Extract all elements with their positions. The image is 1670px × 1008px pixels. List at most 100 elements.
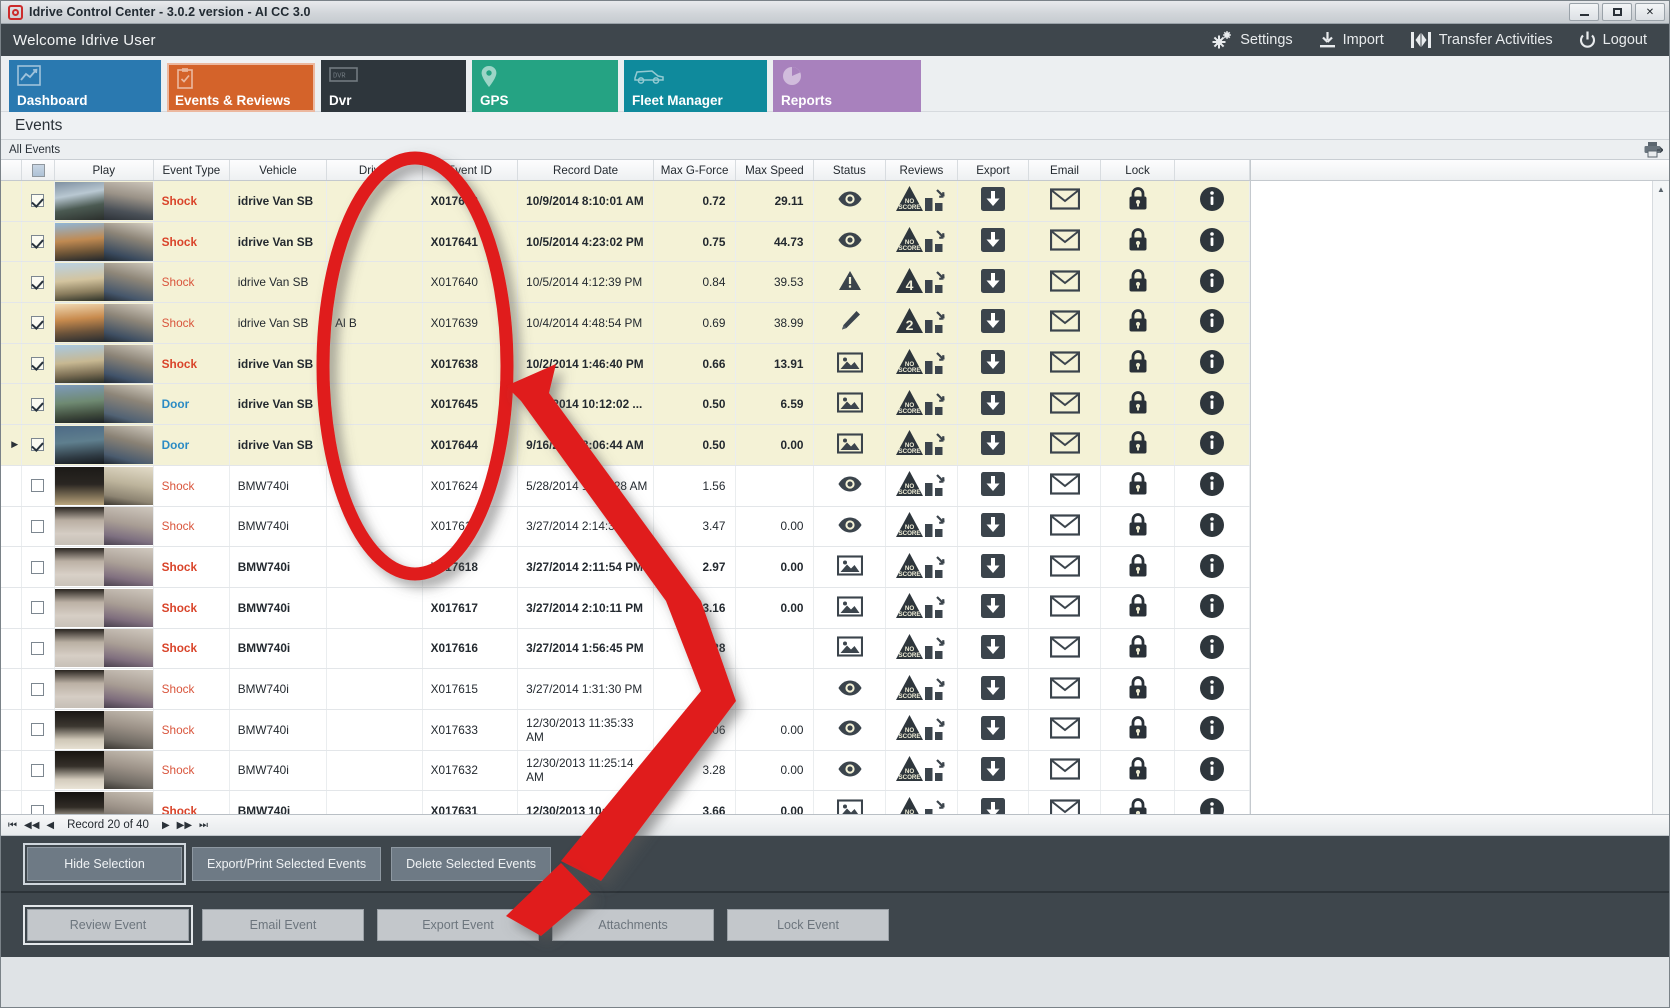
image-icon[interactable] xyxy=(836,352,863,376)
tile-fleet-manager[interactable]: Fleet Manager xyxy=(624,60,767,112)
info-cell[interactable] xyxy=(1175,465,1250,506)
nav-last-button[interactable]: ⏭ xyxy=(199,819,209,831)
row-checkbox[interactable] xyxy=(31,763,45,777)
column-header-max-gforce[interactable]: Max G-Force xyxy=(654,160,736,180)
nav-prev-button[interactable]: ◀ xyxy=(46,819,55,831)
export-cell[interactable] xyxy=(958,547,1030,587)
email-envelope-icon[interactable] xyxy=(1049,351,1080,376)
lock-cell[interactable] xyxy=(1101,669,1176,709)
scroll-up-icon[interactable]: ▲ xyxy=(1657,184,1665,194)
row-checkbox[interactable] xyxy=(31,397,45,411)
filter-all-events-label[interactable]: All Events xyxy=(9,143,61,156)
row-select-cell[interactable] xyxy=(22,181,55,221)
info-icon[interactable] xyxy=(1199,553,1225,582)
hide-selection-button[interactable]: Hide Selection xyxy=(23,842,186,885)
status-cell[interactable] xyxy=(814,221,887,262)
email-envelope-icon[interactable] xyxy=(1049,188,1080,213)
settings-button[interactable]: Settings xyxy=(1211,30,1293,50)
table-row[interactable]: Shock BMW740i X017619 3/27/2014 2:14:34 PM 3… xyxy=(1,506,1250,548)
info-cell[interactable] xyxy=(1175,506,1250,547)
status-cell[interactable] xyxy=(814,791,887,814)
table-row[interactable]: Shock BMW740i X017617 3/27/2014 2:10:11 PM 3… xyxy=(1,587,1250,629)
close-button[interactable]: ✕ xyxy=(1635,3,1665,21)
status-cell[interactable] xyxy=(814,181,887,221)
email-cell[interactable] xyxy=(1029,628,1102,669)
eye-icon[interactable] xyxy=(837,760,863,781)
status-cell[interactable] xyxy=(814,628,887,669)
export-download-icon[interactable] xyxy=(980,675,1006,704)
row-select-cell[interactable] xyxy=(22,384,55,425)
export-cell[interactable] xyxy=(958,791,1030,814)
lock-icon[interactable] xyxy=(1127,553,1149,582)
nav-next-button[interactable]: ▶ xyxy=(161,819,170,831)
email-cell[interactable] xyxy=(1029,384,1102,425)
image-icon[interactable] xyxy=(836,636,863,660)
email-event-button[interactable]: Email Event xyxy=(202,909,364,941)
email-envelope-icon[interactable] xyxy=(1049,758,1080,783)
thumbnail-pair[interactable] xyxy=(54,792,153,814)
export-cell[interactable] xyxy=(958,425,1030,465)
export-print-selected-button[interactable]: Export/Print Selected Events xyxy=(192,846,382,881)
play-cell[interactable] xyxy=(54,587,154,628)
lock-icon[interactable] xyxy=(1127,430,1149,459)
info-icon[interactable] xyxy=(1199,227,1225,256)
info-cell[interactable] xyxy=(1175,547,1250,587)
email-cell[interactable] xyxy=(1029,506,1102,547)
tile-dvr[interactable]: DVR Dvr xyxy=(321,60,466,112)
row-select-cell[interactable] xyxy=(22,343,55,384)
transfer-activities-button[interactable]: Transfer Activities xyxy=(1410,31,1553,49)
row-checkbox[interactable] xyxy=(31,275,45,289)
info-cell[interactable] xyxy=(1175,303,1250,343)
play-cell[interactable] xyxy=(54,303,154,343)
export-cell[interactable] xyxy=(958,343,1030,384)
status-cell[interactable] xyxy=(814,384,887,425)
info-icon[interactable] xyxy=(1199,675,1225,704)
lock-icon[interactable] xyxy=(1127,797,1149,814)
status-cell[interactable] xyxy=(814,506,887,547)
eye-icon[interactable] xyxy=(837,231,863,252)
export-download-icon[interactable] xyxy=(980,268,1006,297)
info-cell[interactable] xyxy=(1175,628,1250,669)
thumbnail-pair[interactable] xyxy=(54,344,153,383)
thumbnail-pair[interactable] xyxy=(54,629,153,668)
lock-icon[interactable] xyxy=(1127,675,1149,704)
play-cell[interactable] xyxy=(54,221,154,262)
table-row[interactable]: Shock BMW740i X017615 3/27/2014 1:31:30 PM 3… xyxy=(1,669,1250,710)
reviews-cell[interactable]: 2 xyxy=(886,303,959,343)
review-event-button[interactable]: Review Event xyxy=(23,905,193,945)
table-row[interactable]: Shock idrive Van SB X017640 10/5/2014 4:12:… xyxy=(1,262,1250,304)
email-cell[interactable] xyxy=(1029,181,1102,221)
table-row[interactable]: Shock BMW740i X017616 3/27/2014 1:56:45 PM 3… xyxy=(1,628,1250,670)
column-header-vehicle[interactable]: Vehicle xyxy=(230,160,328,180)
thumbnail-pair[interactable] xyxy=(54,670,153,709)
lock-icon[interactable] xyxy=(1127,390,1149,419)
play-cell[interactable] xyxy=(54,709,154,750)
email-envelope-icon[interactable] xyxy=(1049,270,1080,295)
column-header-max-speed[interactable]: Max Speed xyxy=(736,160,814,180)
info-icon[interactable] xyxy=(1199,268,1225,297)
column-header-record-date[interactable]: Record Date xyxy=(518,160,655,180)
lock-cell[interactable] xyxy=(1101,465,1176,506)
tile-dashboard[interactable]: Dashboard xyxy=(9,60,161,112)
email-envelope-icon[interactable] xyxy=(1049,799,1080,814)
lock-cell[interactable] xyxy=(1101,628,1176,669)
row-checkbox[interactable] xyxy=(31,316,45,330)
export-download-icon[interactable] xyxy=(980,797,1006,814)
lock-icon[interactable] xyxy=(1127,715,1149,744)
lock-cell[interactable] xyxy=(1101,791,1176,814)
image-icon[interactable] xyxy=(836,596,863,620)
play-cell[interactable] xyxy=(54,384,154,425)
status-cell[interactable] xyxy=(814,750,887,791)
info-icon[interactable] xyxy=(1199,797,1225,814)
column-header-email[interactable]: Email xyxy=(1029,160,1102,180)
table-row[interactable]: Shock BMW740i X017631 12/30/2013 10:08:11 .… xyxy=(1,791,1250,814)
lock-icon[interactable] xyxy=(1127,512,1149,541)
info-cell[interactable] xyxy=(1175,384,1250,425)
